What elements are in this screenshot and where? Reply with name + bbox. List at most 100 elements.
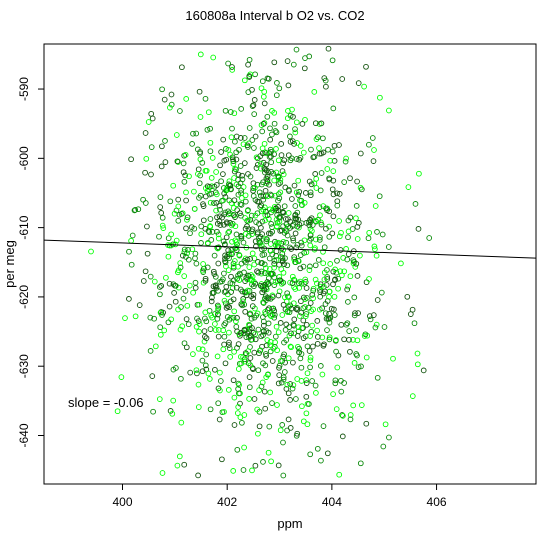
data-point xyxy=(231,422,238,428)
data-point xyxy=(232,245,239,252)
data-point xyxy=(322,310,329,317)
data-point xyxy=(204,183,211,190)
data-point xyxy=(306,401,312,407)
data-point xyxy=(284,115,291,122)
data-point xyxy=(262,405,269,412)
data-point xyxy=(274,402,280,408)
data-point xyxy=(246,74,253,80)
data-point xyxy=(294,333,301,339)
data-point xyxy=(414,350,421,357)
data-point xyxy=(284,381,291,388)
data-point xyxy=(267,136,274,143)
data-point xyxy=(230,205,237,211)
data-point xyxy=(288,155,295,162)
data-point xyxy=(185,321,192,328)
data-point xyxy=(200,261,206,267)
data-point xyxy=(311,153,318,160)
data-point xyxy=(283,321,290,328)
data-point xyxy=(265,216,272,222)
data-point xyxy=(264,193,271,200)
data-point xyxy=(197,114,204,120)
data-point xyxy=(240,298,246,305)
data-point xyxy=(183,197,189,204)
data-point xyxy=(246,325,253,332)
data-point xyxy=(196,195,202,201)
data-point xyxy=(147,348,154,354)
data-point xyxy=(206,376,213,382)
data-point xyxy=(232,138,238,145)
data-point xyxy=(255,259,261,265)
data-point xyxy=(280,472,287,479)
data-point xyxy=(268,159,275,166)
data-point xyxy=(261,388,268,395)
data-point xyxy=(324,450,331,457)
data-point xyxy=(217,206,223,213)
data-point xyxy=(255,430,261,437)
data-point xyxy=(307,242,314,249)
data-point xyxy=(329,230,336,237)
data-point xyxy=(169,410,176,417)
data-point xyxy=(227,109,234,115)
data-point xyxy=(225,60,231,67)
data-point xyxy=(309,228,315,234)
data-point xyxy=(223,156,230,163)
data-point xyxy=(330,391,336,397)
data-point xyxy=(135,206,142,213)
data-point xyxy=(264,113,271,120)
data-point xyxy=(325,146,331,153)
data-point xyxy=(186,282,193,289)
data-point xyxy=(301,237,308,244)
data-point xyxy=(233,323,240,330)
data-point xyxy=(285,186,292,193)
data-point xyxy=(203,318,210,325)
data-point xyxy=(269,108,275,114)
data-point xyxy=(229,67,236,73)
data-point xyxy=(159,222,166,229)
data-point xyxy=(269,224,275,230)
data-point xyxy=(229,251,235,257)
data-point xyxy=(257,239,263,246)
data-point xyxy=(284,309,291,315)
data-point xyxy=(330,213,337,220)
data-point xyxy=(217,378,224,384)
data-point xyxy=(151,315,157,322)
data-point xyxy=(290,235,296,242)
data-point xyxy=(181,340,188,347)
data-point xyxy=(232,237,239,244)
data-point xyxy=(215,311,221,318)
data-point xyxy=(159,143,165,150)
data-point xyxy=(266,181,272,188)
data-point xyxy=(269,358,276,364)
slope-annotation: slope = -0.06 xyxy=(68,395,144,410)
data-point xyxy=(202,315,208,322)
data-point xyxy=(217,162,223,169)
data-point xyxy=(126,296,132,302)
data-point xyxy=(314,327,320,334)
data-point xyxy=(290,237,297,244)
data-point xyxy=(247,362,254,369)
data-point xyxy=(178,375,184,382)
data-point xyxy=(420,367,427,374)
data-point xyxy=(252,212,259,219)
data-point xyxy=(333,337,339,343)
data-point xyxy=(321,244,328,251)
data-point xyxy=(263,374,270,380)
data-point xyxy=(221,341,227,348)
data-point xyxy=(336,142,342,148)
data-point xyxy=(340,413,346,419)
x-axis-label: ppm xyxy=(277,516,302,531)
data-point xyxy=(128,237,134,244)
data-point xyxy=(386,107,392,114)
data-point xyxy=(234,446,241,453)
data-point xyxy=(249,137,256,143)
data-point xyxy=(329,148,336,155)
data-point xyxy=(118,374,125,380)
data-point xyxy=(271,59,278,66)
data-point xyxy=(307,216,314,223)
data-point xyxy=(179,64,185,71)
data-point xyxy=(220,327,227,334)
data-point xyxy=(278,379,285,386)
data-point xyxy=(262,166,269,173)
data-point xyxy=(198,223,205,230)
data-point xyxy=(314,318,321,324)
